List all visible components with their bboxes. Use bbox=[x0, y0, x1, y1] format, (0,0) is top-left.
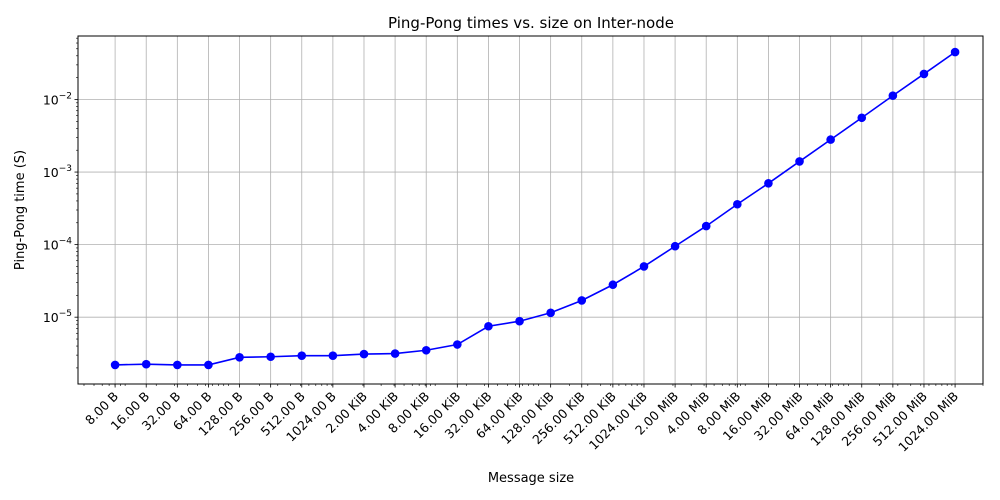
y-tick-label: 10−5 bbox=[43, 309, 72, 325]
data-point bbox=[297, 351, 307, 360]
data-point bbox=[639, 262, 649, 271]
data-point bbox=[546, 308, 555, 318]
y-tick-label: 10−3 bbox=[43, 164, 72, 180]
y-tick-label: 10−4 bbox=[43, 237, 72, 253]
data-point bbox=[608, 280, 618, 290]
data-point bbox=[421, 345, 431, 355]
data-point bbox=[328, 351, 338, 360]
chart-title: Ping-Pong times vs. size on Inter-node bbox=[388, 14, 674, 32]
grid bbox=[78, 36, 983, 384]
data-point bbox=[515, 316, 524, 326]
axis-ticks bbox=[74, 37, 984, 388]
data-point bbox=[701, 221, 711, 231]
data-point bbox=[950, 47, 960, 57]
data-point bbox=[670, 241, 680, 251]
data-point bbox=[173, 360, 182, 370]
data-point bbox=[888, 91, 898, 100]
y-axis-label: Ping-Pong time (S) bbox=[13, 150, 28, 270]
plot-frame bbox=[77, 35, 984, 385]
data-points bbox=[110, 47, 960, 370]
series-line bbox=[115, 51, 956, 366]
data-point bbox=[484, 321, 493, 331]
data-point bbox=[453, 340, 462, 349]
y-tick-label: 10−2 bbox=[43, 91, 72, 107]
x-axis-label: Message size bbox=[488, 471, 574, 486]
data-point bbox=[764, 178, 773, 188]
data-point bbox=[235, 352, 244, 362]
data-point bbox=[577, 296, 587, 305]
y-tick-labels: 10−5 10−4 10−3 10−2 bbox=[43, 91, 72, 325]
data-point bbox=[857, 113, 867, 123]
data-point bbox=[266, 352, 275, 362]
data-point bbox=[919, 69, 929, 79]
data-point bbox=[141, 359, 151, 369]
data-point bbox=[826, 135, 835, 144]
data-point bbox=[204, 360, 213, 370]
data-point bbox=[795, 157, 804, 166]
data-point bbox=[390, 349, 400, 358]
data-point bbox=[733, 199, 742, 209]
data-point bbox=[110, 360, 120, 370]
data-point bbox=[359, 349, 369, 359]
